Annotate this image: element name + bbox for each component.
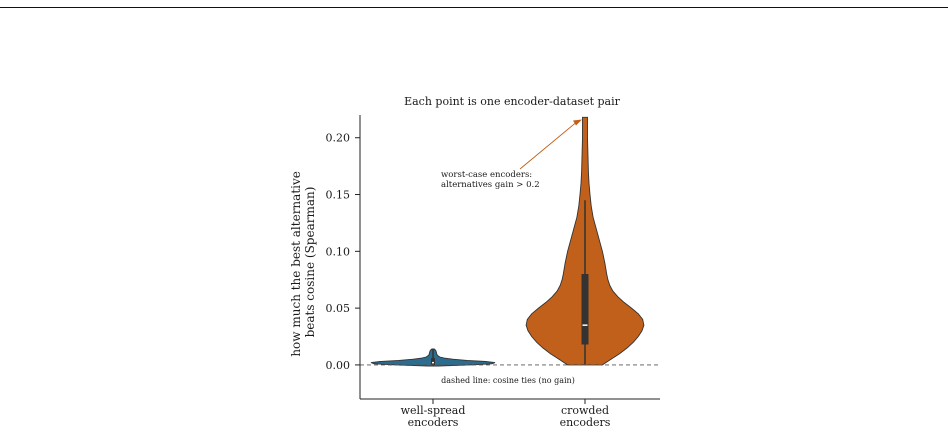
x-tick-label: encoders — [408, 416, 459, 429]
y-axis-label-line-2: beats cosine (Spearman) — [303, 187, 317, 338]
x-tick-label: encoders — [560, 416, 611, 429]
box-layer — [431, 200, 589, 367]
top-border-rule — [0, 7, 948, 8]
y-tick-group: 0.00 0.05 0.10 0.15 0.20 — [326, 132, 360, 372]
y-tick-label: 0.10 — [326, 245, 351, 258]
y-axis-label-line-1: how much the best alternative — [289, 171, 303, 357]
x-tick-label: well-spread — [401, 404, 466, 417]
y-tick-label: 0.20 — [326, 132, 351, 145]
chart-title: Each point is one encoder-dataset pair — [404, 95, 621, 108]
reference-line-note: dashed line: cosine ties (no gain) — [441, 376, 575, 385]
annotation-arrow — [519, 122, 577, 170]
x-tick-label: crowded — [561, 404, 609, 417]
iqr-box — [431, 358, 435, 365]
iqr-box — [581, 274, 589, 345]
y-tick-label: 0.00 — [326, 359, 351, 372]
annotation-arrowhead — [573, 119, 582, 126]
y-tick-label: 0.05 — [326, 302, 351, 315]
annotation-text-line-1: worst-case encoders: — [441, 170, 532, 180]
y-axis-label: how much the best alternative beats cosi… — [289, 167, 317, 356]
y-tick-label: 0.15 — [326, 189, 351, 202]
annotation-text-line-2: alternatives gain > 0.2 — [441, 180, 540, 190]
worst-case-annotation: worst-case encoders: alternatives gain >… — [441, 119, 582, 190]
violin-layer — [370, 116, 645, 367]
